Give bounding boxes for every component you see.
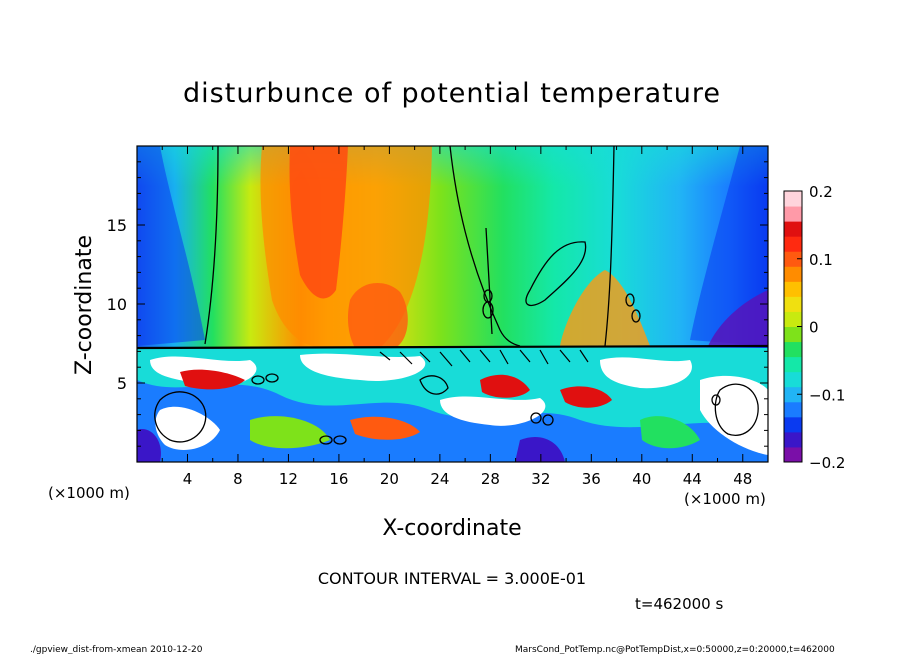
interface-line [137,344,768,350]
lower-white-3 [440,396,546,426]
footer-left: ./gpview_dist-from-xmean 2010-12-20 [30,645,203,654]
lower-white-4 [600,357,692,389]
colorbar-swatch [784,431,802,448]
lower-red-4 [560,386,612,408]
colorbar-swatch [784,446,802,463]
warm-core [289,146,348,299]
x-tick-label: 20 [380,470,399,488]
colorbar-swatch [784,341,802,358]
colorbar-swatch [784,311,802,327]
y-tick-label: 5 [117,374,127,393]
x-unit-right: (×1000 m) [684,490,766,508]
x-tick-label: 28 [481,470,500,488]
y-tick-label: 10 [107,295,127,314]
lower-green-1 [250,416,330,449]
x-tick-label: 40 [632,470,651,488]
x-axis-label: X-coordinate [382,516,521,541]
colorbar-swatch [784,251,802,267]
colorbar-swatch [784,296,802,312]
lower-purple-1 [137,429,161,462]
warm-right [560,270,650,346]
plot-area [137,146,768,462]
colorbar-swatch [784,371,802,388]
lower-purple-2 [515,436,565,462]
colorbar-swatch [784,386,802,403]
lower-red-3 [350,416,420,440]
time-label: t=462000 s [635,595,723,613]
colorbar-swatch [784,191,802,207]
colorbar-swatch [784,326,802,343]
colorbar-tick-label: 0.1 [809,251,833,269]
x-tick-label: 8 [233,470,243,488]
interface-hatch [379,349,589,367]
colorbar-tick-label: −0.2 [809,454,845,472]
colorbar-swatch [784,266,802,282]
warm-lobe [347,282,408,348]
y-axis-ticks: 5 10 15 [107,161,768,447]
x-tick-label: 44 [683,470,702,488]
contour-lines [154,146,759,445]
cold-right [690,146,768,346]
cold-left [137,146,205,346]
lower-red-2 [480,374,530,398]
colorbar-swatch [784,236,802,252]
lower-white-2 [300,353,426,381]
colorbar-tick-label: 0.2 [809,183,833,201]
y-axis-label: Z-coordinate [72,235,97,375]
colorbar-tick-label: −0.1 [809,386,845,404]
footer-right: MarsCond_PotTemp.nc@PotTempDist,x=0:5000… [515,645,835,654]
x-tick-label: 12 [279,470,298,488]
colorbar-tick-label: 0 [809,319,819,337]
colorbar-swatch [784,221,802,237]
colorbar-swatch [784,401,802,418]
cold-right-deep [708,290,768,346]
x-tick-label: 32 [531,470,550,488]
colorbar-swatch [784,356,802,373]
x-unit-left: (×1000 m) [48,484,130,502]
x-tick-label: 36 [582,470,601,488]
lower-white-6 [155,406,220,450]
lower-red-1 [180,369,245,390]
colorbar-swatch [784,206,802,222]
upper-fade [137,146,768,236]
x-tick-label: 48 [733,470,752,488]
x-axis-ticks: 4 8 12 16 20 24 28 32 36 40 44 48 [161,146,752,488]
y-tick-label: 15 [107,216,127,235]
lower-green-2 [640,416,700,449]
colorbar-swatch [784,416,802,433]
x-tick-label: 24 [430,470,449,488]
chart-title: disturbunce of potential temperature [183,78,721,109]
colorbar-swatch [784,281,802,297]
contour-interval: CONTOUR INTERVAL = 3.000E-01 [318,569,586,588]
x-tick-label: 4 [183,470,193,488]
colorbar [784,191,802,463]
x-tick-label: 16 [329,470,348,488]
colorbar-ticks: 0.2 0.1 0 −0.1 −0.2 [797,183,845,472]
